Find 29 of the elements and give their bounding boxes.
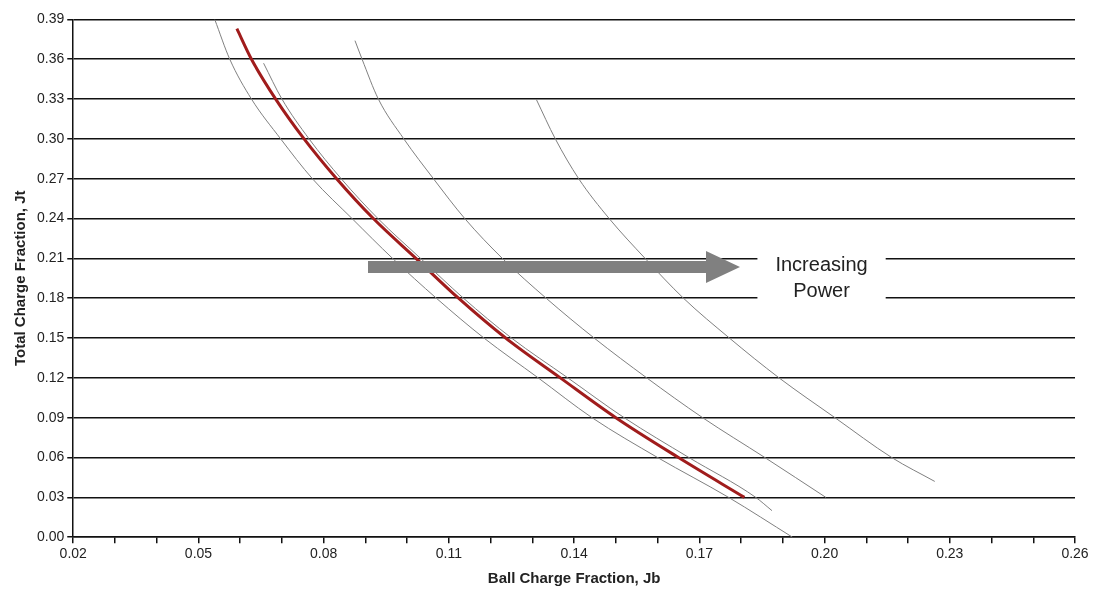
y-tick-label: 0.15 xyxy=(37,328,65,345)
y-tick-label: 0.24 xyxy=(37,209,65,226)
x-tick-label: 0.11 xyxy=(435,545,463,562)
y-tick-label: 0.09 xyxy=(37,408,65,425)
y-tick-label: 0.27 xyxy=(37,169,65,186)
y-tick-label: 0.33 xyxy=(37,89,65,106)
y-tick-label: 0.12 xyxy=(37,368,65,385)
y-axis-title: Total Charge Fraction, Jt xyxy=(11,190,29,367)
line-series xyxy=(235,27,746,499)
annotation: Increasing Power xyxy=(775,252,868,301)
y-tick-label: 0.00 xyxy=(37,528,65,545)
y-tick-label: 0.06 xyxy=(37,448,65,465)
x-tick-label: 0.05 xyxy=(184,545,213,562)
y-tick-label: 0.03 xyxy=(37,488,65,505)
line-series xyxy=(535,98,936,482)
x-tick-label: 0.02 xyxy=(59,545,88,562)
y-tick-label: 0.30 xyxy=(37,129,65,146)
y-tick-label: 0.36 xyxy=(37,50,65,67)
y-tick-label: 0.21 xyxy=(37,249,65,266)
line-series xyxy=(263,62,773,512)
x-tick-label: 0.20 xyxy=(810,545,839,562)
x-tick-label: 0.26 xyxy=(1061,545,1089,562)
x-tick-label: 0.23 xyxy=(936,545,964,562)
x-tick-label: 0.08 xyxy=(310,545,338,562)
x-axis-title: Ball Charge Fraction, Jb xyxy=(487,569,661,587)
x-tick-label: 0.14 xyxy=(560,545,588,562)
y-tick-label: 0.18 xyxy=(37,289,65,306)
y-tick-label: 0.39 xyxy=(37,10,65,27)
x-tick-label: 0.17 xyxy=(685,545,714,562)
